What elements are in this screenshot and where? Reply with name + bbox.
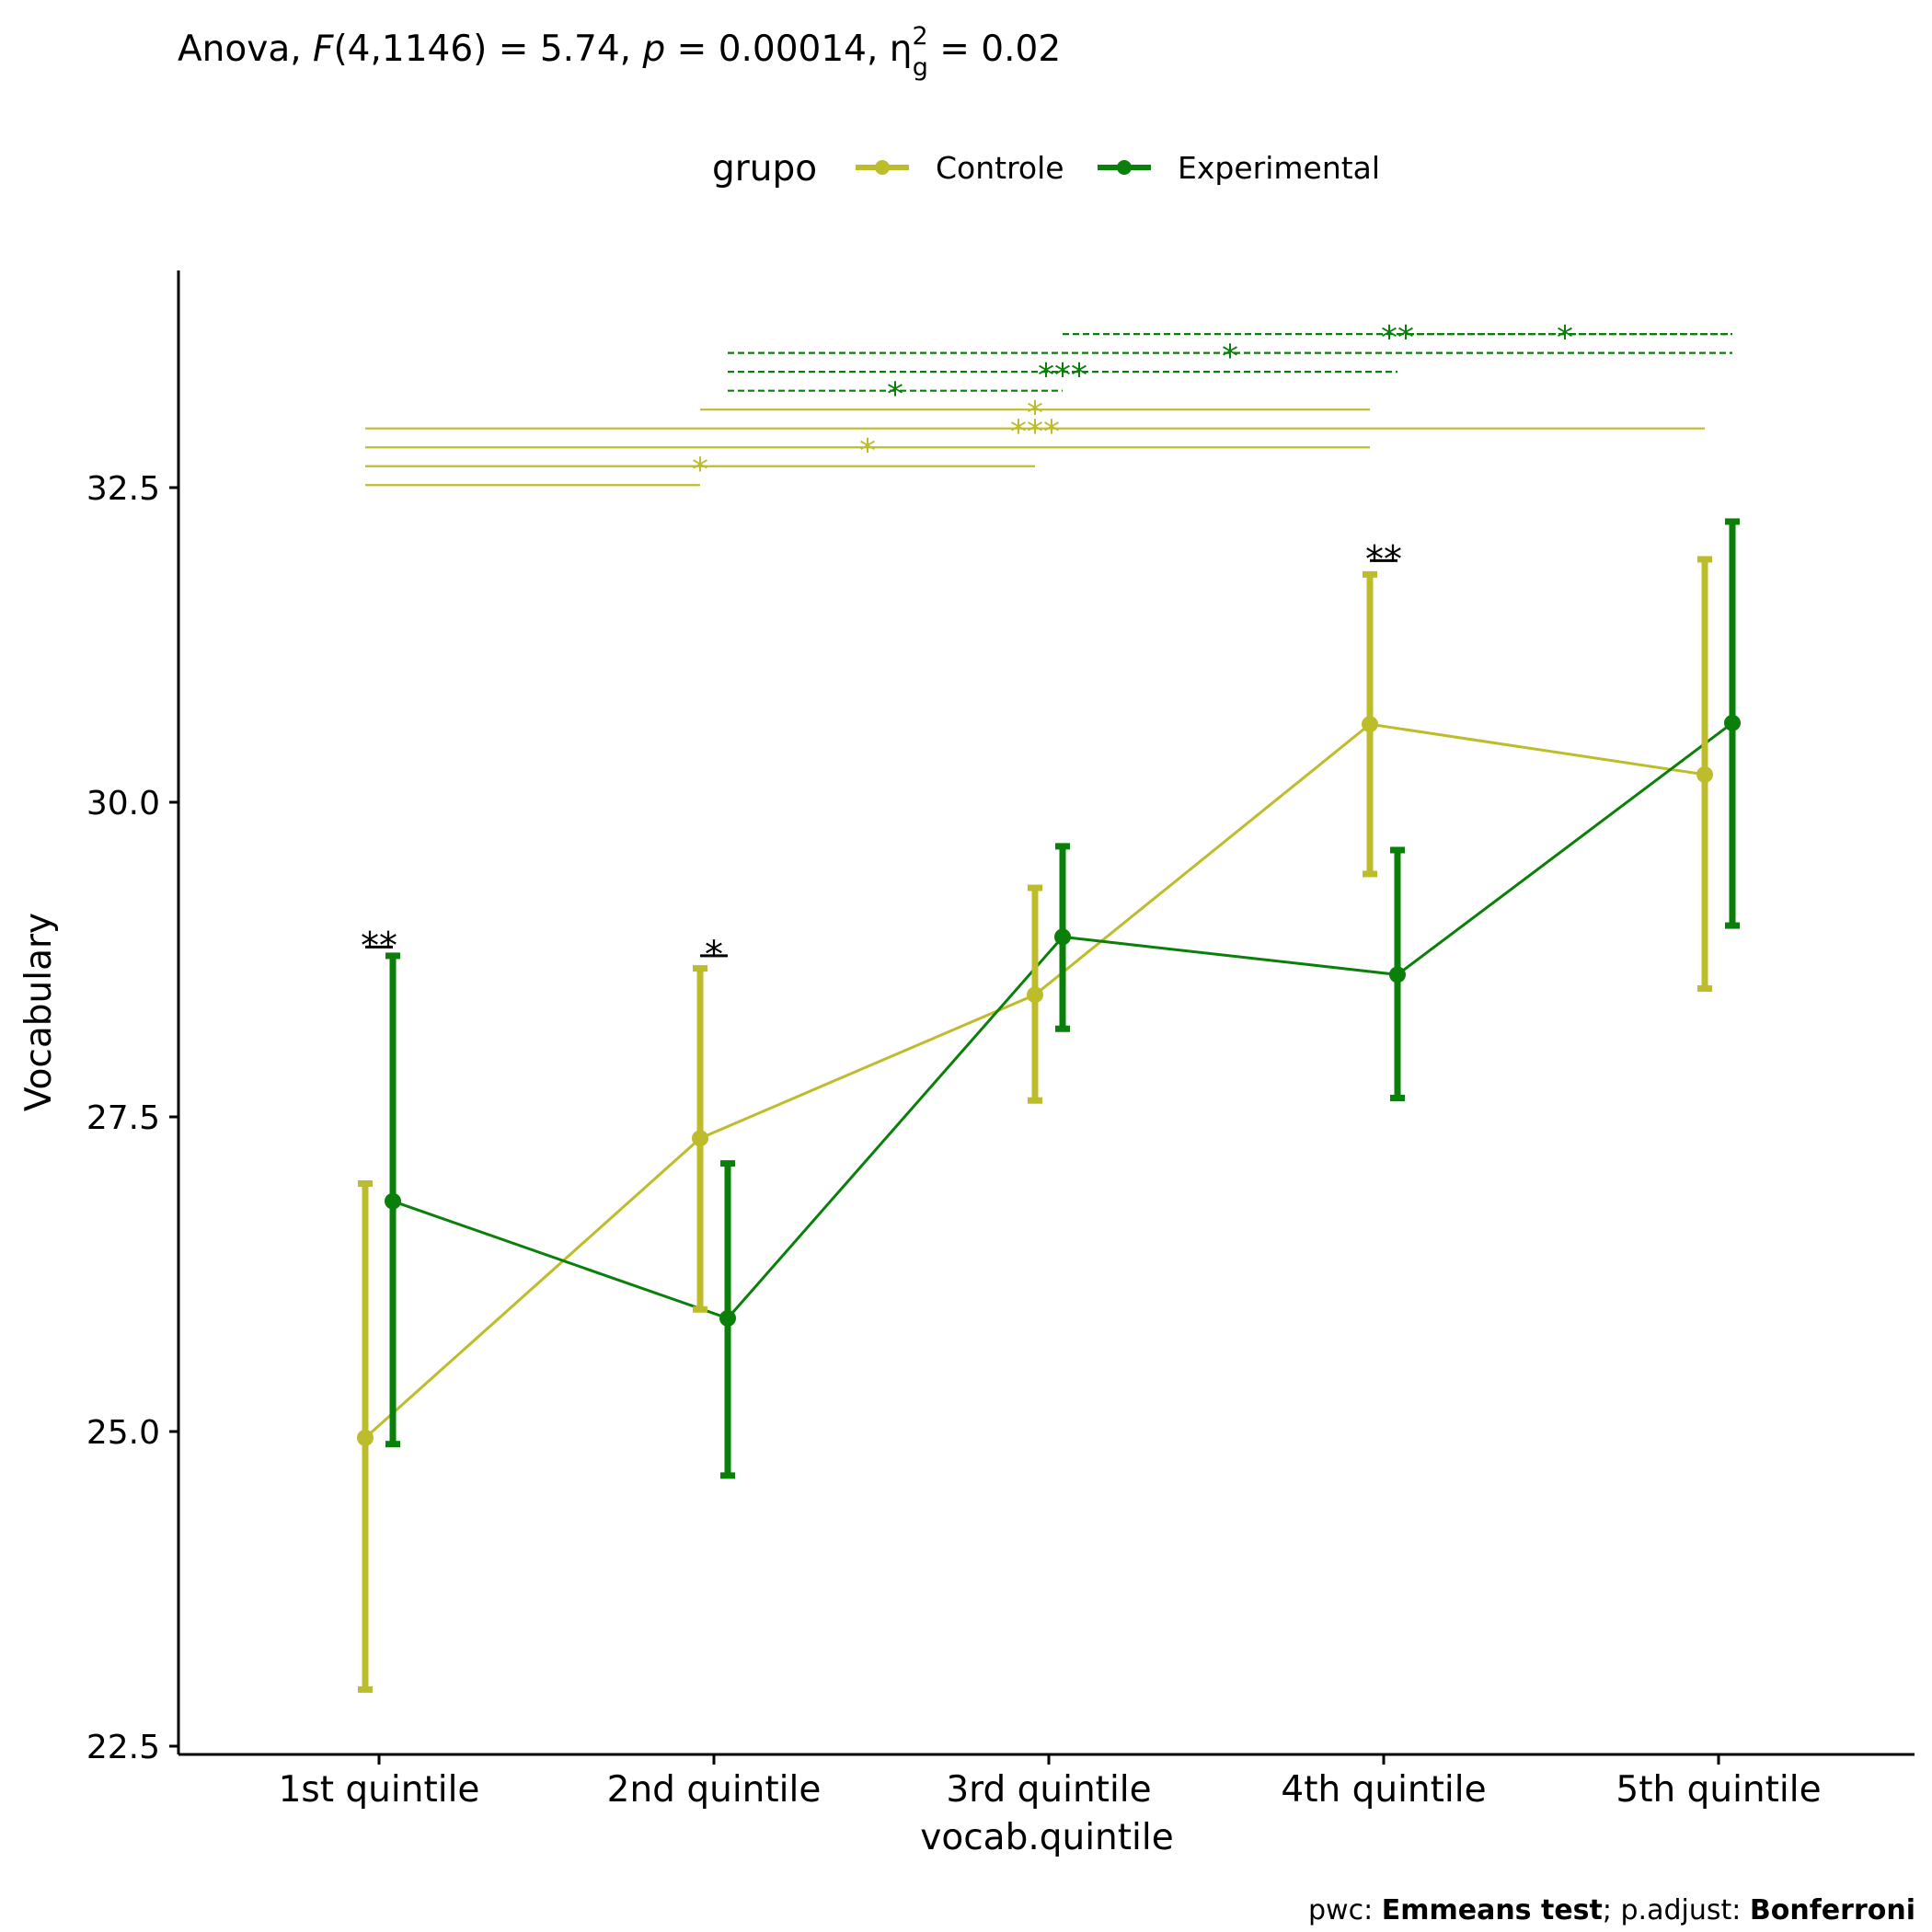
legend-item-controle: Controle bbox=[856, 150, 1064, 186]
legend-label-experimental: Experimental bbox=[1178, 150, 1380, 186]
pairwise-label-experimental: * bbox=[887, 376, 903, 414]
data-point-controle bbox=[1696, 765, 1713, 783]
x-axis-ticks: 1st quintile 2nd quintile 3rd quintile 4th … bbox=[279, 1754, 1822, 1811]
series-lines bbox=[363, 721, 1733, 1439]
x-tick-label: 2nd quintile bbox=[607, 1769, 822, 1811]
legend-item-experimental: Experimental bbox=[1098, 150, 1380, 186]
y-tick-label: 32.5 bbox=[86, 470, 160, 508]
pairwise-label-controle: * bbox=[1027, 395, 1043, 432]
data-point-experimental bbox=[1724, 714, 1741, 731]
x-tick-label: 4th quintile bbox=[1281, 1769, 1486, 1811]
legend: grupo Controle Experimental bbox=[712, 148, 1380, 190]
chart-title: Anova, F(4,1146) = 5.74, p = 0.00014, η2… bbox=[178, 22, 1061, 82]
series-points bbox=[357, 714, 1741, 1446]
caption: pwc: Emmeans test; p.adjust: Bonferroni bbox=[1308, 1894, 1915, 1926]
legend-title: grupo bbox=[712, 148, 817, 190]
data-point-experimental bbox=[1389, 966, 1406, 983]
y-tick-label: 25.0 bbox=[86, 1414, 160, 1452]
pairwise-label-experimental: * bbox=[1222, 339, 1238, 376]
data-point-experimental bbox=[719, 1309, 736, 1327]
data-point-controle bbox=[1027, 986, 1043, 1004]
data-point-controle bbox=[1362, 716, 1378, 733]
y-tick-label: 22.5 bbox=[86, 1729, 160, 1766]
data-point-experimental bbox=[385, 1192, 401, 1210]
pairwise-brackets: ************* * bbox=[365, 319, 1732, 489]
x-tick-label: 5th quintile bbox=[1616, 1769, 1821, 1811]
group-comparison-label: ** bbox=[1365, 538, 1402, 581]
pairwise-label-controle: * bbox=[859, 432, 876, 470]
group-comparison-labels: ** *** bbox=[361, 538, 1402, 976]
pairwise-label-controle: * bbox=[692, 452, 708, 489]
pairwise-label-experimental: *** bbox=[1038, 357, 1087, 395]
x-tick-label: 1st quintile bbox=[279, 1769, 480, 1811]
y-tick-label: 30.0 bbox=[86, 785, 160, 822]
data-point-controle bbox=[692, 1130, 708, 1147]
data-point-controle bbox=[357, 1429, 374, 1446]
group-comparison-label: ** bbox=[361, 925, 397, 967]
legend-key-controle-point bbox=[875, 160, 890, 175]
pairwise-label-controle: *** bbox=[1010, 414, 1060, 452]
x-axis-title: vocab.quintile bbox=[920, 1817, 1173, 1858]
group-comparison-label: * bbox=[705, 934, 723, 976]
y-axis-title: Vocabulary bbox=[18, 913, 60, 1111]
data-point-experimental bbox=[1054, 928, 1071, 946]
x-tick-label: 3rd quintile bbox=[946, 1769, 1151, 1811]
pairwise-label-experimental: * bbox=[1557, 319, 1573, 357]
error-bars bbox=[358, 518, 1740, 1693]
legend-key-experimental-point bbox=[1117, 160, 1132, 175]
legend-label-controle: Controle bbox=[936, 150, 1064, 186]
y-tick-label: 27.5 bbox=[86, 1099, 160, 1137]
pairwise-label-experimental: ** bbox=[1381, 319, 1414, 357]
y-axis-ticks: 22.5 25.0 27.5 30.0 32.5 bbox=[86, 470, 178, 1766]
